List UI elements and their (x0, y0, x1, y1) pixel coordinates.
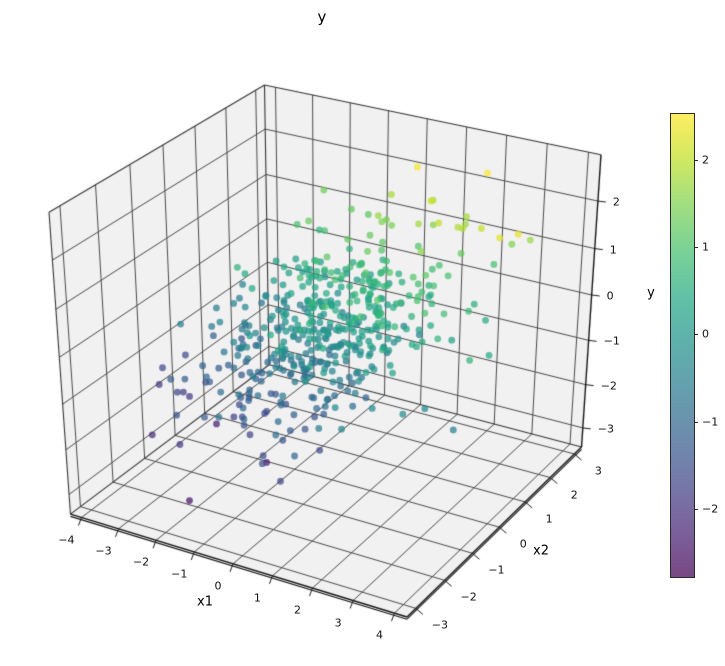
colorbar-gradient (671, 114, 694, 577)
colorbar (670, 113, 695, 578)
chart-title: y (317, 8, 327, 26)
